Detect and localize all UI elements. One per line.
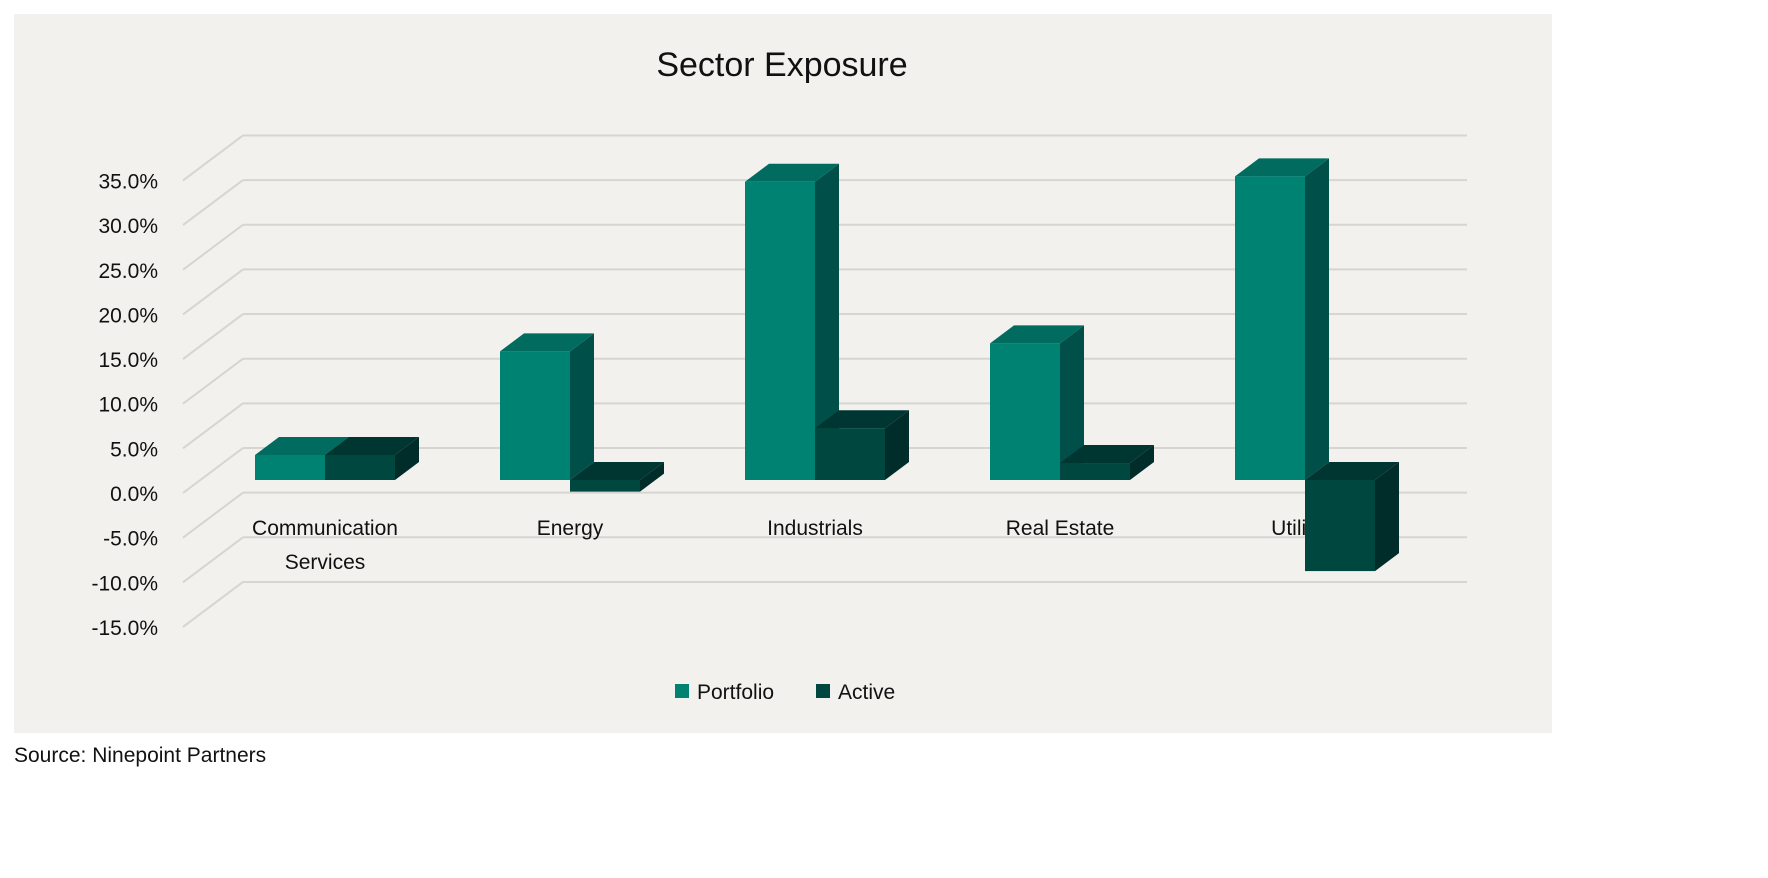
x-tick-label: Industrials [767,517,863,540]
bar-side-portfolio [1305,158,1329,480]
y-tick-label: 0.0% [110,483,158,506]
gridline-depth [182,402,244,450]
bar-top-portfolio [990,325,1084,344]
bar-portfolio [1235,176,1305,480]
y-tick-label: 35.0% [98,170,158,193]
gridline-depth [182,179,244,226]
chart-title: Sector Exposure [656,46,907,84]
gridline-depth [182,581,244,628]
bar-top-portfolio [1235,158,1329,177]
gridline-depth [182,491,244,539]
bar-top-active [325,436,419,455]
bar-side-active [885,410,909,480]
y-tick-label: 20.0% [98,304,158,327]
bar-side-active [395,436,419,480]
gridline-depth [182,357,244,405]
legend-swatch-portfolio [675,684,689,698]
legend-label-active: Active [838,681,895,704]
gridline-depth [182,536,244,584]
bar-active [325,454,395,480]
bar-portfolio [500,351,570,480]
gridline-depth [182,313,244,360]
bar-top-active [815,410,909,429]
bar-active [1060,463,1130,480]
sector-exposure-chart: Sector Exposure -15.0% -10.0% -5.0% 0.0% 5.0%… [91,46,1467,704]
gridline-depth [182,134,244,182]
y-tick-label: -5.0% [103,528,158,551]
x-tick-label: Services [285,551,366,574]
bar-side-portfolio [1060,325,1084,480]
chart-area: Sector Exposure -15.0% -10.0% -5.0% 0.0% 5.0%… [14,14,1552,733]
bar-side-active [1375,462,1399,572]
bar-top-active [570,462,664,480]
y-tick-label: 15.0% [98,349,158,372]
bar-top-portfolio [500,333,594,352]
bar-portfolio [255,454,325,480]
legend-swatch-active [816,684,830,698]
x-tick-label: Communication [252,517,398,540]
y-tick-label: -10.0% [91,572,158,595]
gridline-depth [182,268,244,316]
source-note: Source: Ninepoint Partners [14,744,267,767]
gridline-depth [182,223,244,271]
bar-side-active [1130,445,1154,480]
legend-label-portfolio: Portfolio [697,681,774,704]
bar-portfolio [990,343,1060,480]
bar-side-active [640,462,664,492]
y-tick-label: 5.0% [110,438,158,461]
bar-top-portfolio [255,436,349,455]
y-tick-label: 10.0% [98,394,158,417]
bar-side-portfolio [815,163,839,480]
x-tick-label: Real Estate [1006,517,1115,540]
y-tick-label: -15.0% [91,617,158,640]
bar-active [1305,480,1375,572]
y-tick-label: 25.0% [98,260,158,283]
bar-top-active [1305,462,1399,480]
x-tick-label: Energy [537,517,604,540]
y-tick-label: 30.0% [98,215,158,238]
gridline-depth [182,447,244,494]
bar-portfolio [745,181,815,480]
bar-side-portfolio [570,333,594,480]
bar-active [815,428,885,480]
bar-top-active [1060,445,1154,464]
bar-active [570,480,640,492]
bar-top-portfolio [745,163,839,182]
